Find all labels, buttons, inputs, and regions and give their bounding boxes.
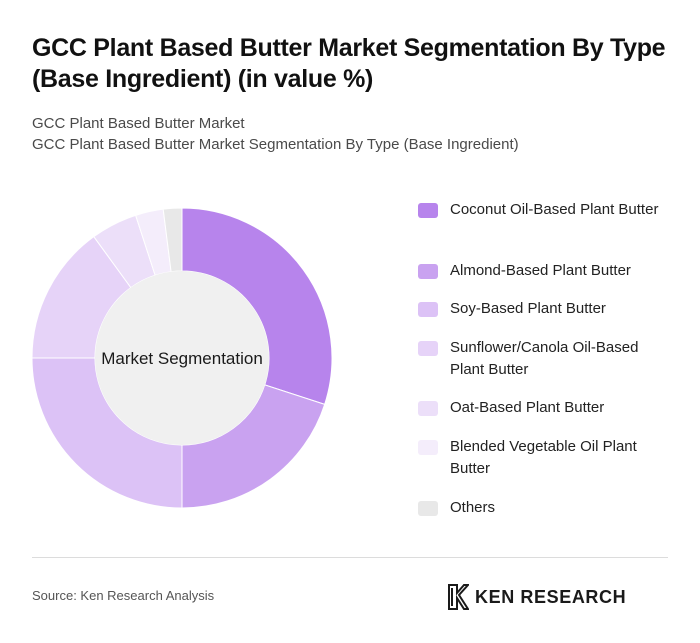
legend-label: Coconut Oil-Based Plant Butter bbox=[450, 201, 659, 218]
legend-item: Oat-Based Plant Butter bbox=[418, 397, 668, 419]
donut-hole bbox=[95, 271, 269, 445]
legend-label: Almond-Based Plant Butter bbox=[450, 262, 631, 279]
footer-divider bbox=[32, 557, 668, 558]
legend-item: Coconut Oil-Based Plant Butter bbox=[418, 199, 668, 221]
ken-research-logo-icon bbox=[448, 584, 469, 610]
subtitle-line-2: GCC Plant Based Butter Market Segmentati… bbox=[32, 136, 519, 153]
legend-label: Sunflower/Canola Oil-Based Plant Butter bbox=[450, 339, 639, 378]
donut-chart: Market Segmentation bbox=[31, 207, 333, 509]
legend-swatch bbox=[418, 440, 438, 455]
legend-item: Others bbox=[418, 497, 668, 519]
legend-swatch bbox=[418, 302, 438, 317]
legend-swatch bbox=[418, 203, 438, 218]
chart-title: GCC Plant Based Butter Market Segmentati… bbox=[32, 34, 666, 93]
legend-label: Blended Vegetable Oil Plant Butter bbox=[450, 438, 637, 477]
legend-swatch bbox=[418, 501, 438, 516]
ken-research-logo: KEN RESEARCH bbox=[447, 584, 626, 610]
legend-item: Sunflower/Canola Oil-Based Plant Butter bbox=[418, 337, 668, 381]
legend-item: Soy-Based Plant Butter bbox=[418, 298, 668, 320]
subtitle-line-1: GCC Plant Based Butter Market bbox=[32, 115, 245, 132]
legend-swatch bbox=[418, 401, 438, 416]
legend-swatch bbox=[418, 341, 438, 356]
donut-center-label: Market Segmentation bbox=[101, 349, 263, 368]
legend-item: Almond-Based Plant Butter bbox=[418, 260, 668, 282]
ken-research-logo-text: KEN RESEARCH bbox=[475, 586, 627, 607]
legend-label: Others bbox=[450, 499, 496, 516]
legend-label: Soy-Based Plant Butter bbox=[450, 300, 606, 317]
chart-subtitle: GCC Plant Based Butter Market GCC Plant … bbox=[32, 113, 672, 155]
legend-swatch bbox=[418, 264, 438, 279]
legend-label: Oat-Based Plant Butter bbox=[450, 399, 605, 416]
legend-item: Blended Vegetable Oil Plant Butter bbox=[418, 436, 668, 480]
source-note: Source: Ken Research Analysis bbox=[32, 588, 215, 603]
